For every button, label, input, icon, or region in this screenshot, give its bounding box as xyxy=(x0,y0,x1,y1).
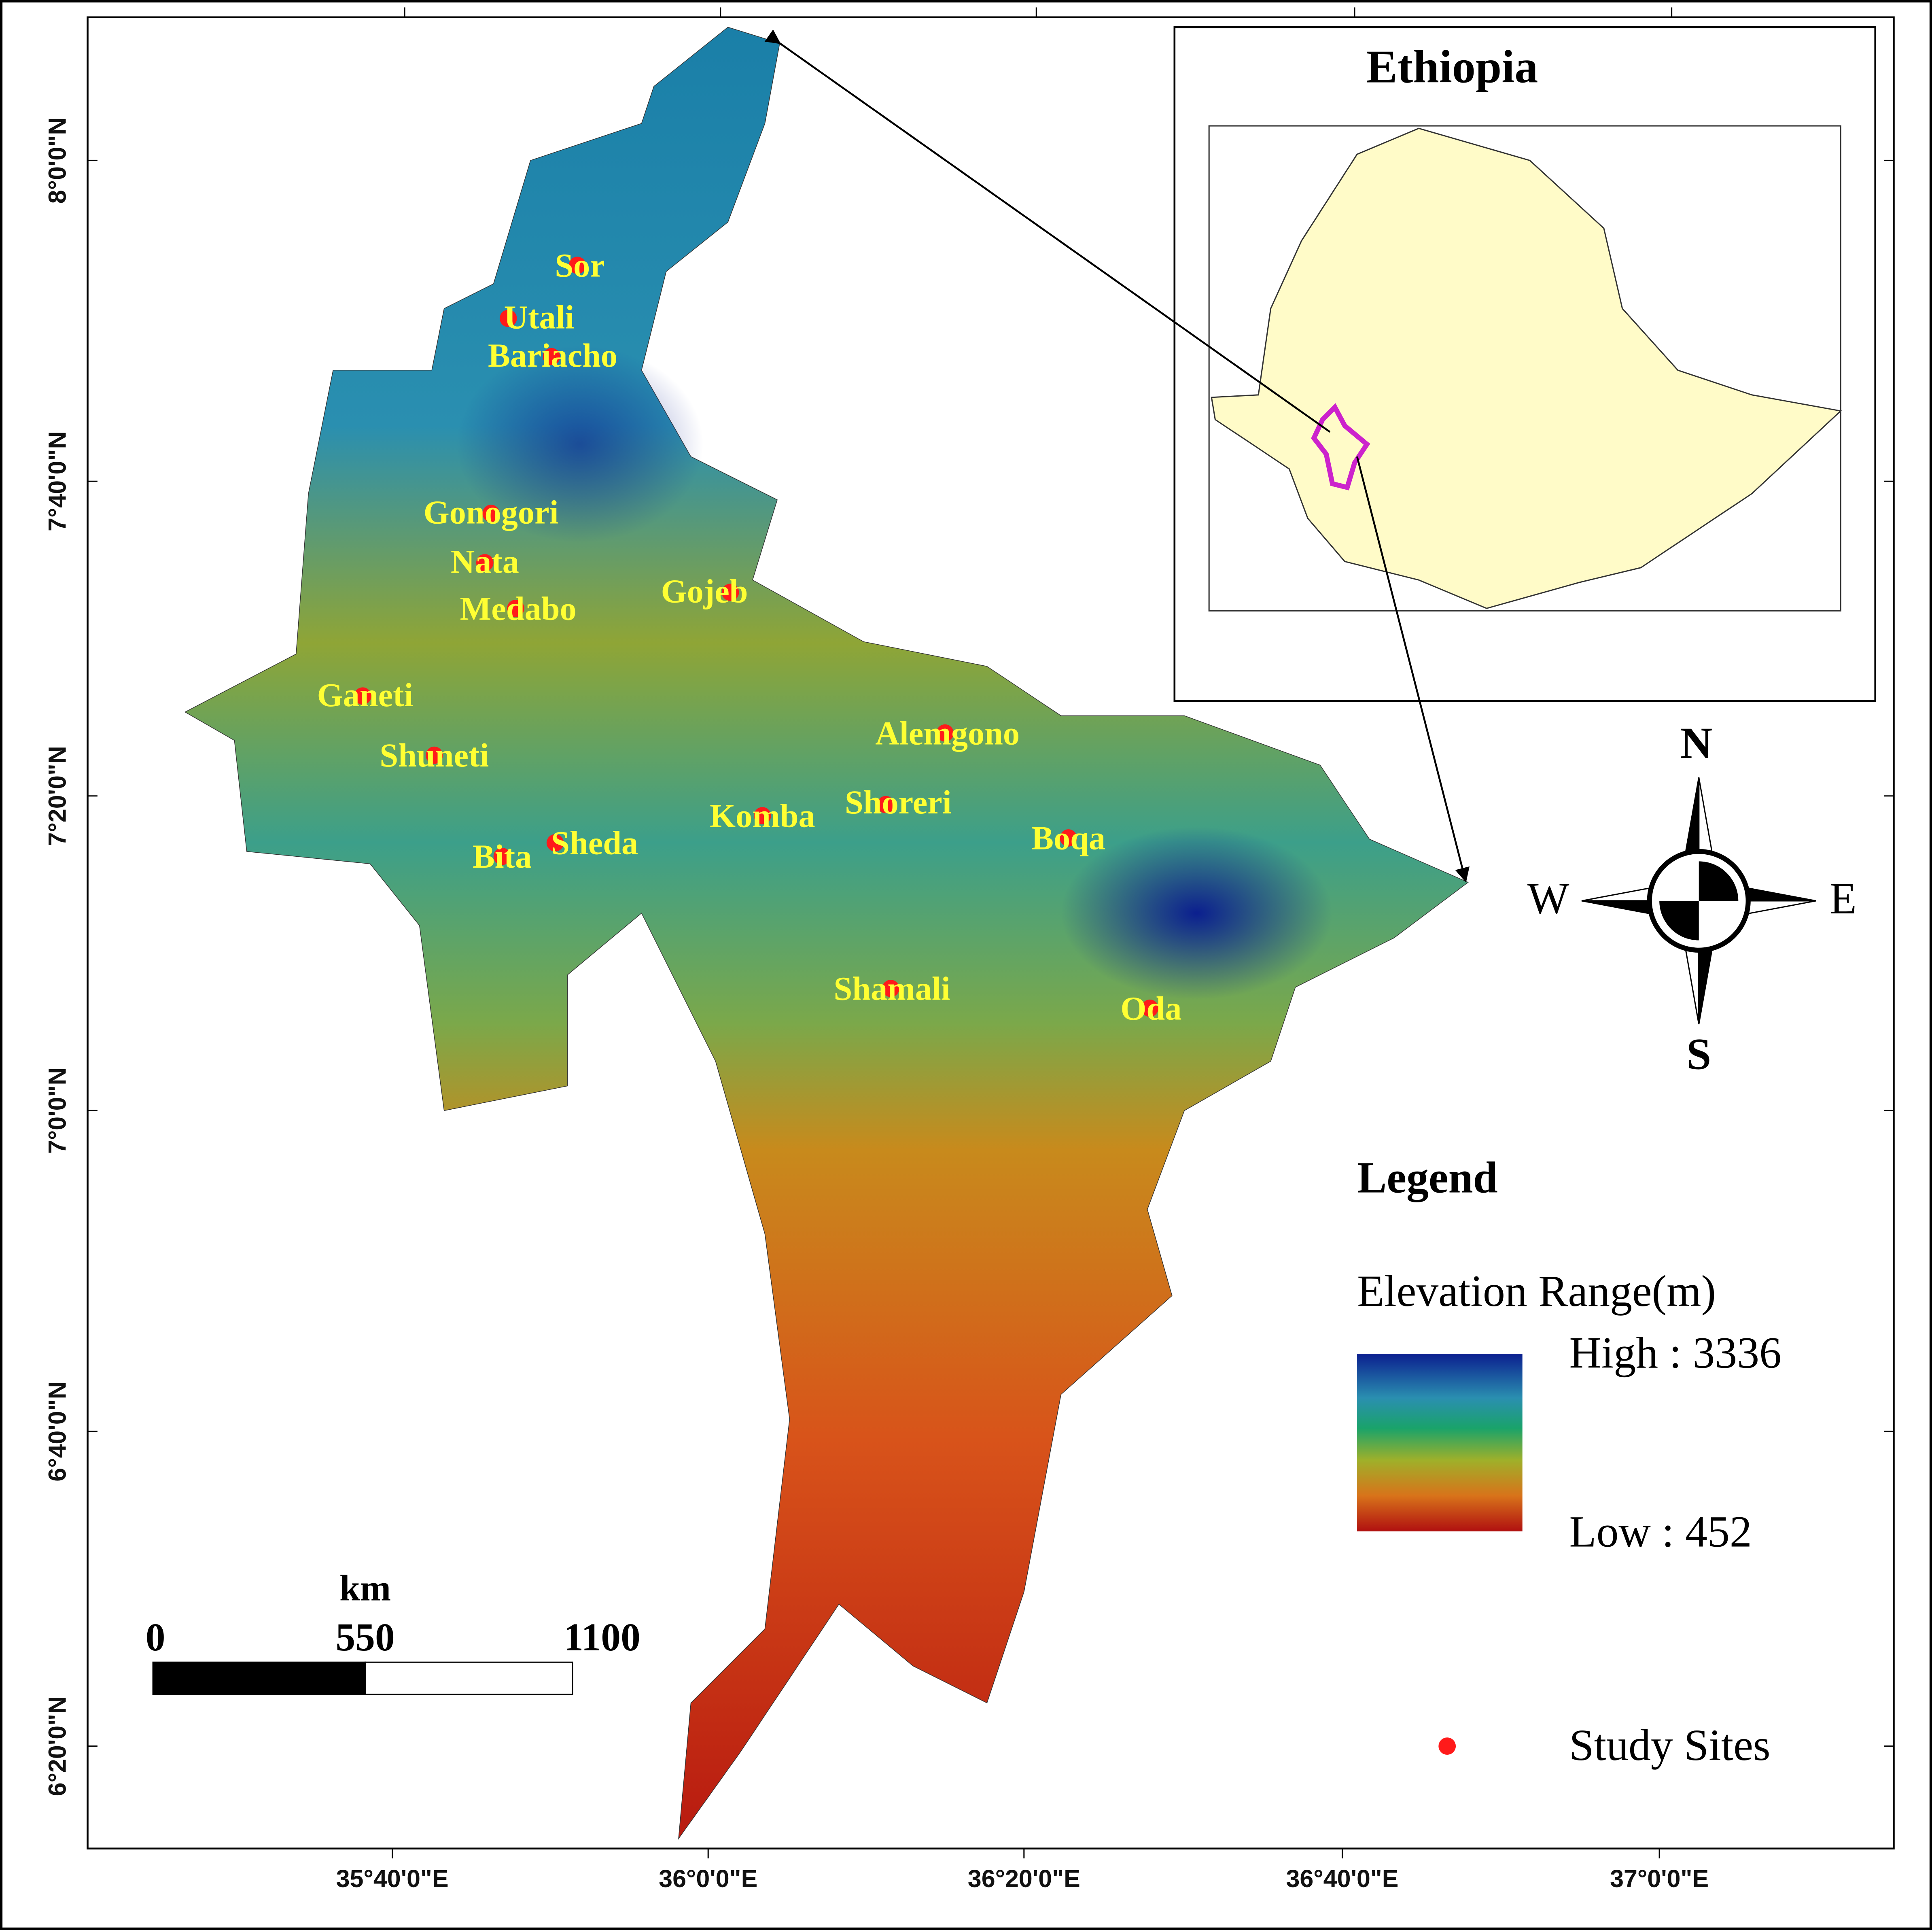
longitude-label: 36°40'0"E xyxy=(1286,1865,1398,1892)
study-site xyxy=(507,599,524,617)
axes: 8°0'0"N 7°40'0"N 7°20'0"N 7°0'0"N 6°40'0"N 6°… xyxy=(43,7,1894,1892)
compass-label: E xyxy=(1830,874,1857,923)
study-site xyxy=(482,505,500,522)
site-label: Boqa xyxy=(1031,820,1105,856)
legend-high: High : 3336 xyxy=(1569,1328,1781,1377)
compass-label: W xyxy=(1527,874,1569,923)
ethiopia-outline xyxy=(1211,127,1842,609)
site-label: Sheda xyxy=(551,825,638,862)
study-area-locator xyxy=(1311,403,1370,490)
study-site xyxy=(877,796,895,813)
longitude-label: 37°0'0"E xyxy=(1610,1865,1709,1892)
study-site xyxy=(568,257,586,274)
locator-arrow xyxy=(764,29,1331,433)
site-label: Shuneti xyxy=(380,737,489,774)
compass-label: S xyxy=(1686,1029,1711,1079)
site-label: Komba xyxy=(710,798,815,834)
scale-bar-segment xyxy=(152,1661,366,1695)
study-site xyxy=(721,584,739,601)
highland xyxy=(456,345,704,543)
legend-site-symbol xyxy=(1438,1737,1456,1755)
study-site xyxy=(936,724,954,742)
legend-low: Low : 452 xyxy=(1569,1507,1752,1556)
scale-bar-segment xyxy=(365,1661,573,1695)
study-site xyxy=(1141,999,1159,1017)
scale-label: 550 xyxy=(335,1616,394,1659)
site-label: Alemgono xyxy=(875,715,1020,752)
site-label: Shoreri xyxy=(845,784,952,821)
latitude-label: 7°0'0"N xyxy=(43,1068,71,1154)
scale-unit: km xyxy=(339,1567,391,1608)
latitude-label: 7°40'0"N xyxy=(43,431,71,531)
study-site xyxy=(754,807,771,824)
locator-arrow xyxy=(1356,456,1470,883)
site-label: Gonogori xyxy=(424,494,559,531)
site-label: Oda xyxy=(1120,990,1181,1027)
study-site xyxy=(499,310,517,327)
study-site xyxy=(882,980,899,997)
site-label: Nata xyxy=(451,543,519,580)
site-label: Medabo xyxy=(460,590,577,627)
site-label: Bariacho xyxy=(488,337,617,374)
legend-title: Legend xyxy=(1357,1153,1498,1202)
latitude-label: 7°20'0"N xyxy=(43,746,71,846)
inset-title: Ethiopia xyxy=(1366,41,1538,93)
study-site xyxy=(543,348,560,365)
legend-sites: Study Sites xyxy=(1569,1720,1771,1770)
longitude-label: 36°0'0"E xyxy=(659,1865,757,1892)
highland xyxy=(1061,826,1333,1000)
inset-map-frame xyxy=(1208,125,1841,611)
study-site xyxy=(1060,829,1077,847)
latitude-label: 8°0'0"N xyxy=(43,117,71,204)
study-site xyxy=(425,746,443,764)
site-label: Ganeti xyxy=(317,677,414,713)
compass-label: N xyxy=(1680,718,1712,768)
longitude-label: 35°40'0"E xyxy=(336,1865,449,1892)
latitude-label: 6°40'0"N xyxy=(43,1381,71,1481)
scale-label: 0 xyxy=(146,1616,165,1659)
study-site xyxy=(354,687,371,705)
site-label: Sor xyxy=(555,247,604,284)
study-site xyxy=(476,554,494,571)
site-label: Gojeb xyxy=(661,573,748,610)
elevation-ramp xyxy=(1357,1353,1523,1532)
site-label: Shamali xyxy=(833,970,950,1007)
study-site xyxy=(546,834,564,851)
site-label: Utali xyxy=(504,299,575,336)
scale-label: 1100 xyxy=(564,1616,640,1659)
longitude-label: 36°20'0"E xyxy=(968,1865,1080,1892)
compass xyxy=(1581,777,1816,1025)
study-site xyxy=(493,847,511,865)
legend-subtitle: Elevation Range(m) xyxy=(1357,1266,1716,1316)
latitude-label: 6°20'0"N xyxy=(43,1696,71,1796)
site-label: Bita xyxy=(473,838,532,875)
